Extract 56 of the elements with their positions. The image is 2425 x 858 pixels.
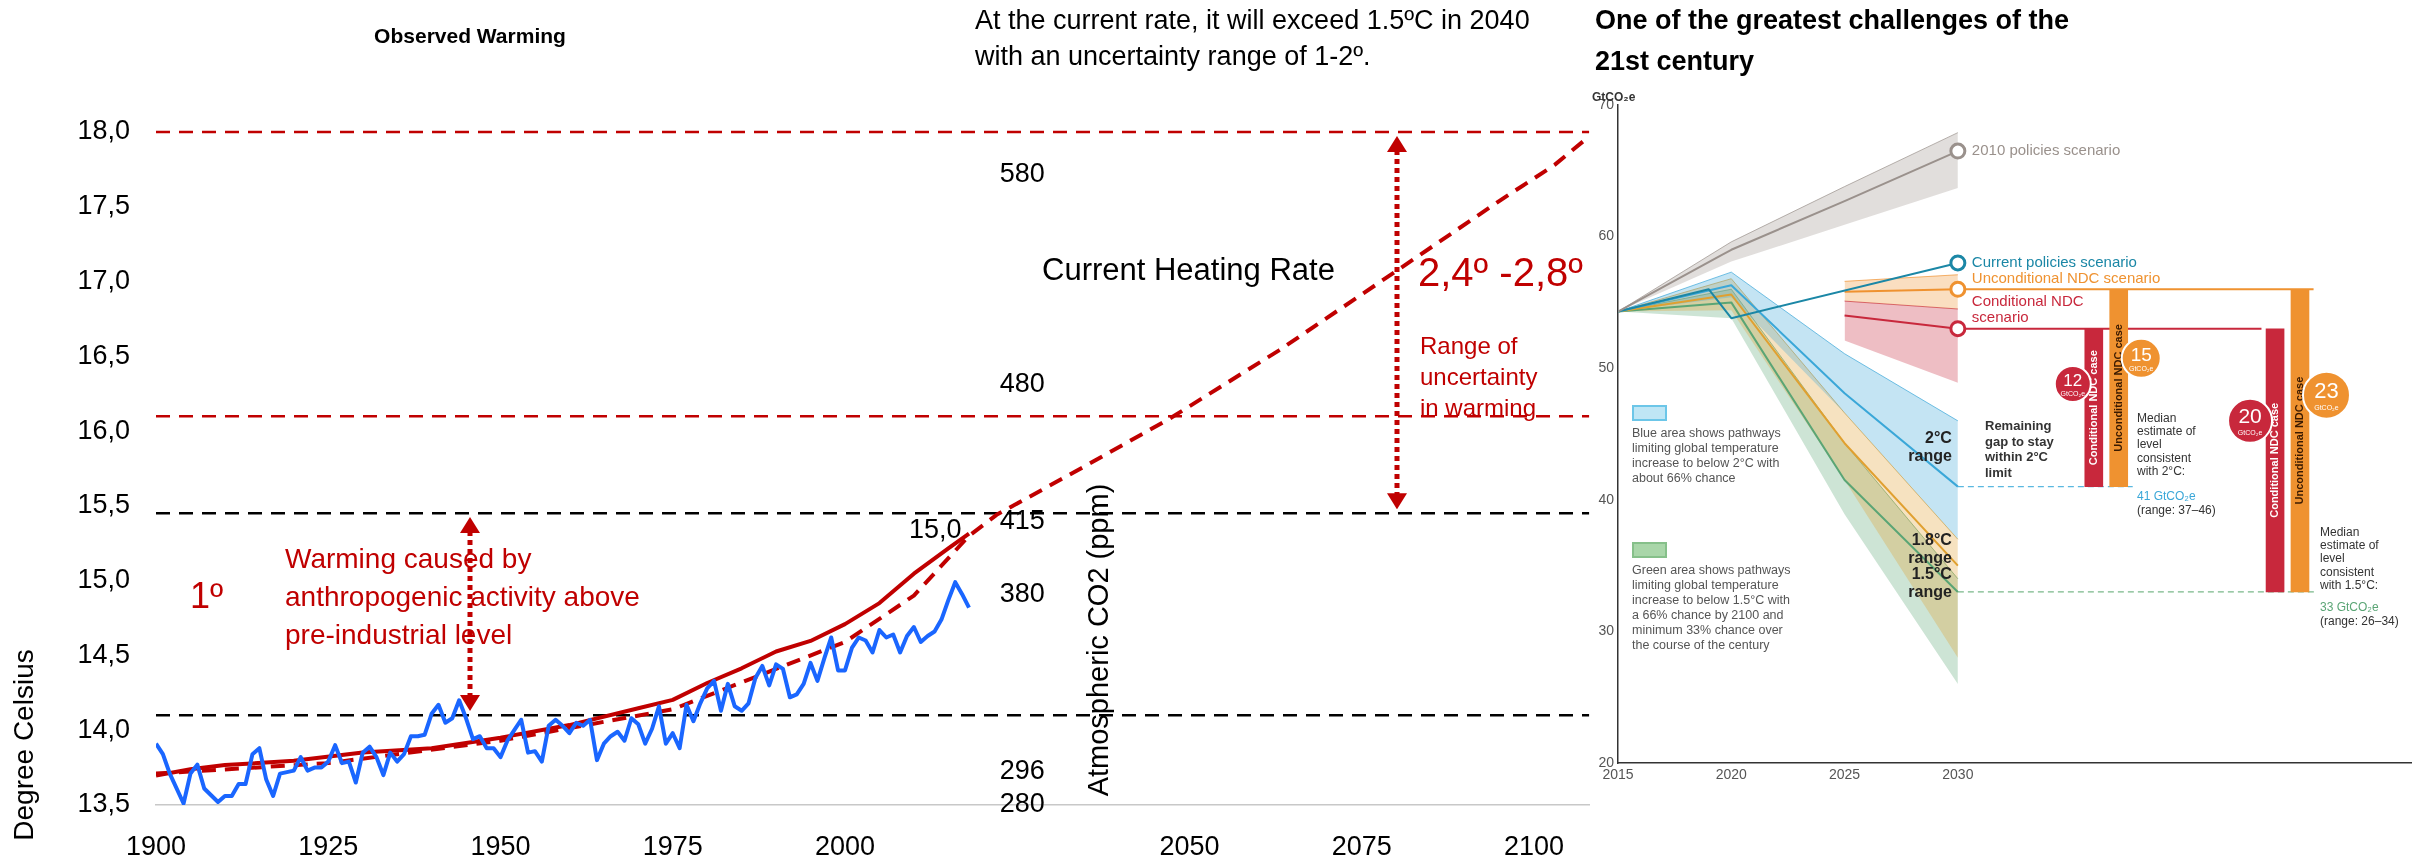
x-tick-label: 2030 xyxy=(1942,766,1974,783)
annotation: Median estimate of level consistent with 2°C: xyxy=(2137,411,2197,478)
series-label: Conditional NDC scenario xyxy=(1971,292,2084,326)
annotation: Green area shows pathways limiting global temperature increase to below 1.5°C with a 66% chance by 2100 and minimum 33% chance over the course of the century xyxy=(1632,563,1792,653)
y2-tick-label: 580 xyxy=(999,157,1045,188)
annotation: 2,4º -2,8º xyxy=(1418,250,1583,295)
annotation: Blue area shows pathways limiting global temperature increase to below 2°C with about 66% chance xyxy=(1632,426,1782,486)
x-tick-label: 2075 xyxy=(1331,830,1392,858)
text: At the current rate, it will exceed 1.5ºC in 2040 with an uncertainty range of 1-2º. xyxy=(975,4,1531,74)
annotation: Range of uncertainty in warming xyxy=(1420,331,1539,424)
text: Unconditional NDC case xyxy=(2293,376,2306,505)
y2-axis-title: Atmospheric CO2 (ppm) xyxy=(1081,483,1115,797)
y2-tick-label: 480 xyxy=(999,367,1045,398)
x-tick-label: 2025 xyxy=(1828,766,1861,783)
y-axis-title: Degree Celsius xyxy=(8,649,40,841)
y-tick-label: 17,0 xyxy=(77,265,130,296)
y-tick-label: 17,5 xyxy=(77,190,130,221)
x-tick-label: 2100 xyxy=(1503,830,1565,858)
y-tick-label: 16,0 xyxy=(77,414,130,445)
series-label: 2010 policies scenario xyxy=(1971,141,2121,159)
y-tick-label: 16,5 xyxy=(77,339,130,370)
chart-title: One of the greatest challenges of the 21st century xyxy=(1595,4,2071,78)
y-tick-label: 15,5 xyxy=(77,489,130,520)
y-tick-label: 14,0 xyxy=(77,713,130,744)
x-tick-label: 1925 xyxy=(298,830,359,858)
y-tick-label: 30 xyxy=(1598,622,1615,639)
text: Conditional NDC case xyxy=(2268,402,2281,518)
series-label: Current policies scenario xyxy=(1971,253,2137,271)
series-label: Unconditional NDC case xyxy=(2111,324,2124,452)
y2-tick-label: 296 xyxy=(999,754,1045,785)
annotation: (range: 26–34) xyxy=(2320,614,2399,628)
x-tick-label: 2050 xyxy=(1159,830,1220,858)
y2-tick-label: 280 xyxy=(999,788,1045,819)
x-tick-label: 2020 xyxy=(1715,766,1748,783)
annotation: 41 GtCO₂e xyxy=(2137,489,2196,503)
annotation: Warming caused by anthropogenic activity above pre-industrial level xyxy=(285,542,641,652)
x-tick-label: 1975 xyxy=(642,830,703,858)
chart-title: Observed Warming xyxy=(373,24,567,48)
y-tick-label: 18,0 xyxy=(77,115,130,146)
annotation: 15,0 xyxy=(908,513,962,544)
x-tick-label: 2000 xyxy=(814,830,876,858)
y-tick-label: 13,5 xyxy=(77,788,130,819)
series-label: Current Heating Rate xyxy=(1042,252,1335,288)
y-tick-label: 14,5 xyxy=(77,638,130,669)
annotation: 1º xyxy=(190,575,224,617)
y-tick-label: 60 xyxy=(1598,227,1615,244)
y2-tick-label: 380 xyxy=(999,578,1045,609)
annotation: 33 GtCO₂e xyxy=(2320,600,2379,614)
y-tick-label: 50 xyxy=(1598,359,1615,376)
annotation: (range: 37–46) xyxy=(2137,503,2216,517)
x-tick-label: 1950 xyxy=(470,830,531,858)
y-tick-label: 15,0 xyxy=(77,564,130,595)
annotation: Remaining gap to stay within 2°C limit xyxy=(1985,418,2055,481)
x-tick-label: 1900 xyxy=(125,830,187,858)
annotation: Median estimate of level consistent with 1.5°C: xyxy=(2320,525,2380,592)
y-tick-label: 40 xyxy=(1598,490,1615,507)
